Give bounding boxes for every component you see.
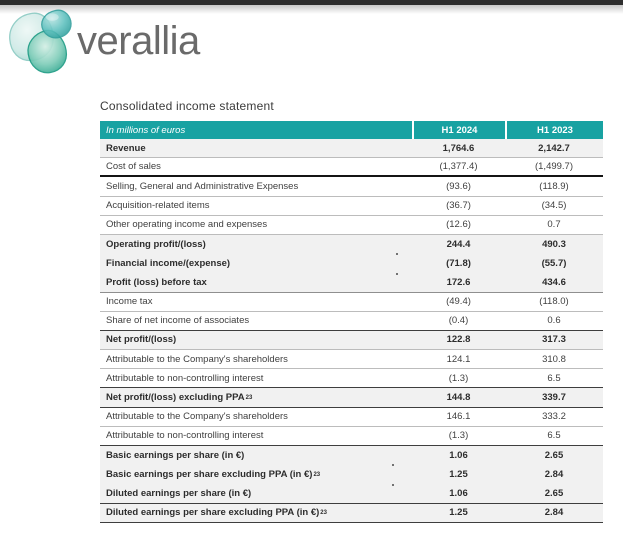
- row-label: Other operating income and expenses: [106, 219, 268, 231]
- row-label: Share of net income of associates: [106, 315, 250, 327]
- value-h1-2024: (1.3): [448, 372, 469, 384]
- table-row: Profit (loss) before tax 172.6 434.6: [100, 273, 603, 293]
- table-row: Revenue 1,764.6 2,142.7: [100, 139, 603, 159]
- row-label: Net profit/(loss) excluding PPA 23: [106, 392, 253, 404]
- row-label: Financial income/(expense): [106, 258, 231, 270]
- value-h1-2024: (0.4): [448, 315, 469, 327]
- value-h1-2023: 2.84: [544, 469, 564, 481]
- row-label: Selling, General and Administrative Expe…: [106, 180, 299, 192]
- row-label: Attributable to non-controlling interest: [106, 430, 264, 442]
- value-h1-2023: 0.7: [547, 219, 561, 231]
- artifact-dot: [396, 253, 398, 255]
- row-label: Acquisition-related items: [106, 200, 210, 212]
- row-label: Income tax: [106, 296, 153, 308]
- value-h1-2024: (49.4): [446, 296, 471, 308]
- value-h1-2023: 6.5: [547, 372, 561, 384]
- value-h1-2023: (55.7): [541, 258, 567, 270]
- row-label: Attributable to non-controlling interest: [106, 372, 264, 384]
- table-header-row: In millions of euros H1 2024 H1 2023: [100, 121, 603, 139]
- value-h1-2024: (12.6): [446, 219, 471, 231]
- table-row: Attributable to the Company's shareholde…: [100, 408, 603, 427]
- value-h1-2024: 1.25: [449, 507, 468, 519]
- artifact-dot: [392, 484, 394, 486]
- table-row: Selling, General and Administrative Expe…: [100, 177, 603, 197]
- value-h1-2024: 1.06: [449, 487, 468, 499]
- table-row: Net profit/(loss) excluding PPA 23 144.8 33…: [100, 388, 603, 408]
- value-h1-2023: 490.3: [542, 239, 566, 251]
- artifact-dot: [392, 464, 394, 466]
- value-h1-2024: (93.6): [446, 180, 471, 192]
- value-h1-2023: 2.65: [544, 450, 564, 462]
- value-h1-2024: 1.06: [449, 450, 468, 462]
- row-label: Cost of sales: [106, 161, 161, 173]
- header-units-label: In millions of euros: [106, 124, 186, 136]
- value-h1-2024: 1.25: [449, 469, 468, 481]
- verallia-logo-text: verallia: [77, 19, 200, 63]
- value-h1-2023: 333.2: [542, 411, 566, 423]
- table-row: Income tax (49.4) (118.0): [100, 293, 603, 312]
- header-col-h1-2023: H1 2023: [505, 121, 603, 139]
- table-row: Net profit/(loss) 122.8 317.3: [100, 330, 603, 351]
- table-row: Operating profit/(loss) 244.4 490.3: [100, 234, 603, 255]
- window-top-bar: [0, 0, 623, 5]
- table-row: Cost of sales (1,377.4) (1,499.7): [100, 158, 603, 178]
- value-h1-2023: 2.65: [544, 487, 564, 499]
- table-row: Diluted earnings per share (in €) 1.06 2.6…: [100, 484, 603, 504]
- page-title: Consolidated income statement: [100, 99, 274, 113]
- row-label: Basic earnings per share excluding PPA (…: [106, 469, 321, 481]
- table-row: Share of net income of associates (0.4) 0.…: [100, 312, 603, 331]
- top-bar-shadow: [0, 5, 623, 14]
- value-h1-2023: 6.5: [547, 430, 561, 442]
- value-h1-2024: 124.1: [446, 353, 471, 365]
- verallia-logo-icon: [9, 9, 72, 74]
- value-h1-2024: 146.1: [446, 411, 471, 423]
- value-h1-2023: (118.0): [539, 296, 569, 308]
- row-label: Revenue: [106, 142, 146, 154]
- table-row: Attributable to non-controlling interest…: [100, 427, 603, 446]
- value-h1-2024: (71.8): [446, 258, 471, 270]
- table-row: Basic earnings per share (in €) 1.06 2.65: [100, 446, 603, 466]
- row-label: Diluted earnings per share excluding PPA…: [106, 507, 327, 519]
- row-label: Basic earnings per share (in €): [106, 450, 245, 462]
- value-h1-2024: (36.7): [446, 200, 471, 212]
- table-row: Attributable to non-controlling interest…: [100, 369, 603, 389]
- table-row: Acquisition-related items (36.7) (34.5): [100, 197, 603, 216]
- value-h1-2024: 172.6: [446, 276, 471, 288]
- value-h1-2023: (34.5): [541, 200, 567, 212]
- table-row: Diluted earnings per share excluding PPA…: [100, 503, 603, 523]
- row-label: Net profit/(loss): [106, 334, 177, 346]
- income-statement-table: In millions of euros H1 2024 H1 2023 Rev…: [100, 121, 603, 523]
- value-h1-2024: 144.8: [446, 392, 471, 404]
- value-h1-2023: 317.3: [542, 334, 566, 346]
- value-h1-2023: (118.9): [539, 180, 569, 192]
- table-row: Financial income/(expense) (71.8) (55.7): [100, 254, 603, 274]
- row-label: Operating profit/(loss): [106, 239, 206, 251]
- value-h1-2023: 339.7: [542, 392, 566, 404]
- value-h1-2023: (1,499.7): [534, 161, 574, 173]
- row-label: Profit (loss) before tax: [106, 276, 207, 288]
- value-h1-2024: 122.8: [446, 334, 471, 346]
- value-h1-2024: 244.4: [446, 239, 471, 251]
- row-label: Attributable to the Company's shareholde…: [106, 353, 288, 365]
- value-h1-2024: (1,377.4): [439, 161, 478, 173]
- value-h1-2023: 2,142.7: [538, 142, 570, 154]
- table-row: Basic earnings per share excluding PPA (…: [100, 465, 603, 485]
- table-row: Other operating income and expenses (12.6…: [100, 216, 603, 235]
- artifact-dot: [396, 273, 398, 275]
- value-h1-2024: (1.3): [448, 430, 469, 442]
- header-col-h1-2024: H1 2024: [412, 121, 505, 139]
- value-h1-2023: 0.6: [547, 315, 561, 327]
- value-h1-2024: 1,764.6: [442, 142, 475, 154]
- table-body: Revenue 1,764.6 2,142.7 Cost of sales (1,377…: [100, 139, 603, 523]
- row-label: Diluted earnings per share (in €): [106, 487, 252, 499]
- value-h1-2023: 2.84: [544, 507, 564, 519]
- row-label: Attributable to the Company's shareholde…: [106, 411, 288, 423]
- table-row: Attributable to the Company's shareholde…: [100, 350, 603, 370]
- value-h1-2023: 310.8: [542, 353, 566, 365]
- value-h1-2023: 434.6: [542, 276, 566, 288]
